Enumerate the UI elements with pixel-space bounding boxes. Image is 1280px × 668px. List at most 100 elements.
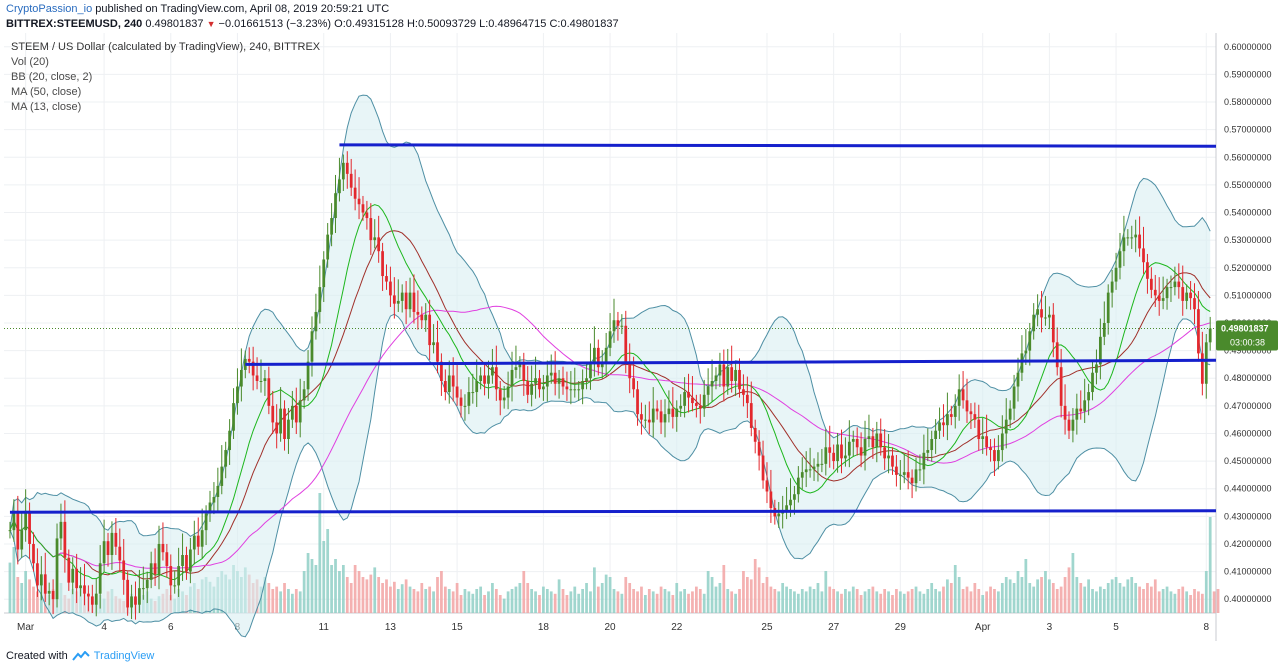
candle-body	[51, 590, 55, 600]
candle-body	[973, 414, 977, 420]
candle-body	[1106, 292, 1110, 323]
candle	[906, 450, 910, 490]
legend-item-ma13[interactable]: MA (13, close)	[11, 101, 82, 113]
volume-bar	[902, 593, 906, 613]
candle	[522, 352, 526, 396]
volume-bar	[691, 591, 694, 613]
candle-body	[906, 472, 910, 478]
price-chart[interactable]: 0.60000000 0.59000000 0.58000000 0.57000000…	[4, 33, 1278, 641]
candle-body	[16, 510, 20, 550]
volume-bar	[283, 583, 286, 613]
candle-body	[702, 394, 706, 409]
volume-bar	[1110, 579, 1114, 613]
candle	[596, 339, 600, 376]
candle-body	[1138, 234, 1141, 249]
candle-body	[769, 491, 773, 509]
legend-item-ma50[interactable]: MA (50, close)	[11, 86, 82, 98]
candle-body	[612, 320, 616, 332]
tradingview-brand[interactable]: TradingView	[93, 650, 155, 662]
candle-body	[836, 444, 839, 462]
candle	[679, 394, 683, 417]
candle-body	[114, 532, 118, 547]
candle	[675, 400, 679, 432]
candle-body	[157, 543, 161, 575]
candle	[600, 350, 604, 379]
candle-body	[1157, 295, 1161, 301]
author-link[interactable]: CryptoPassion_io	[6, 3, 93, 15]
candle-body	[679, 405, 683, 409]
candle	[334, 174, 337, 233]
candle-body	[691, 397, 694, 404]
candle	[887, 434, 890, 474]
volume-bar	[1032, 586, 1036, 613]
candle-body	[655, 408, 659, 412]
candle-body	[330, 218, 333, 235]
chart-area[interactable]: 0.60000000 0.59000000 0.58000000 0.57000000…	[4, 33, 1278, 641]
y-tick-label: 0.40000000	[1224, 594, 1272, 604]
candle-body	[569, 389, 573, 391]
volume-bar	[1200, 593, 1204, 613]
volume-bar	[997, 591, 1000, 613]
volume-bar	[1185, 591, 1189, 613]
candle	[808, 447, 812, 478]
candle-body	[267, 378, 271, 406]
candle	[1098, 318, 1102, 380]
candle	[294, 387, 298, 435]
candle	[224, 441, 228, 479]
volume-bar	[1012, 583, 1016, 613]
candle	[240, 348, 243, 402]
volume-bar	[628, 583, 632, 613]
candle-body	[247, 358, 251, 362]
candle	[98, 545, 102, 609]
candle	[659, 399, 663, 435]
candle	[847, 420, 851, 468]
candle-body	[169, 566, 173, 586]
candle	[581, 369, 584, 405]
volume-bar	[314, 565, 318, 613]
candle	[1079, 390, 1083, 420]
candle	[1016, 357, 1020, 402]
candle-body	[824, 447, 828, 464]
candle	[459, 389, 463, 418]
candle-body	[1173, 281, 1177, 288]
y-tick-label: 0.56000000	[1224, 152, 1272, 162]
candle-body	[165, 552, 169, 567]
volume-bar	[385, 579, 388, 613]
candle-body	[522, 364, 526, 381]
candle-body	[1016, 372, 1020, 387]
candle	[1138, 216, 1141, 257]
candle	[698, 394, 702, 424]
volume-bar	[898, 591, 902, 613]
candle	[247, 347, 251, 374]
candle	[236, 368, 239, 415]
volume-bar	[644, 595, 647, 613]
volume-bar	[514, 586, 518, 613]
candle	[255, 357, 259, 390]
candle	[1067, 411, 1071, 439]
candle	[1051, 303, 1055, 358]
volume-bar	[557, 579, 561, 613]
candle	[573, 367, 577, 398]
candle-body	[196, 535, 200, 547]
candle-body	[671, 408, 675, 417]
candle-body	[989, 447, 992, 451]
candle-body	[1083, 400, 1087, 412]
candle-body	[1142, 248, 1145, 263]
legend-item-bollinger[interactable]: BB (20, close, 2)	[11, 71, 93, 83]
legend-item-volume[interactable]: Vol (20)	[11, 56, 49, 68]
candle	[192, 520, 196, 565]
candle	[153, 548, 157, 586]
candle-body	[942, 422, 945, 426]
candle-body	[636, 389, 639, 415]
volume-bar	[781, 583, 785, 613]
candle	[75, 553, 79, 604]
volume-bar	[694, 586, 698, 613]
candle-body	[851, 439, 855, 442]
volume-bar	[910, 589, 914, 613]
candle	[612, 298, 616, 343]
candle	[969, 403, 973, 430]
candle	[1200, 331, 1204, 396]
candle	[83, 563, 86, 606]
volume-bar	[1181, 586, 1185, 613]
candle	[67, 549, 71, 591]
